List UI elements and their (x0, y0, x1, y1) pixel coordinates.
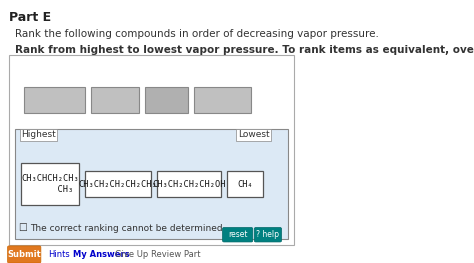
Text: Hints: Hints (48, 250, 70, 259)
Text: CH₃CH₂CH₂CH₂CH₃: CH₃CH₂CH₂CH₂CH₃ (79, 180, 157, 189)
Text: Review Part: Review Part (151, 250, 201, 259)
FancyBboxPatch shape (9, 55, 294, 245)
Text: Give Up: Give Up (115, 250, 148, 259)
FancyBboxPatch shape (91, 87, 139, 113)
Text: The correct ranking cannot be determined.: The correct ranking cannot be determined… (30, 224, 226, 233)
FancyBboxPatch shape (254, 227, 282, 242)
FancyBboxPatch shape (15, 129, 288, 239)
Text: CH₃CH₂CH₂CH₂OH: CH₃CH₂CH₂CH₂OH (153, 180, 226, 189)
Text: Highest: Highest (21, 130, 56, 139)
FancyBboxPatch shape (157, 171, 221, 197)
FancyBboxPatch shape (222, 227, 253, 242)
FancyBboxPatch shape (24, 87, 85, 113)
FancyBboxPatch shape (146, 87, 188, 113)
Text: Part E: Part E (9, 11, 51, 23)
FancyBboxPatch shape (85, 171, 151, 197)
FancyBboxPatch shape (8, 246, 41, 263)
Text: Lowest: Lowest (238, 130, 269, 139)
FancyBboxPatch shape (227, 171, 264, 197)
Text: Submit: Submit (7, 250, 41, 259)
Text: ☐: ☐ (18, 223, 27, 233)
FancyBboxPatch shape (194, 87, 251, 113)
Text: ? help: ? help (256, 230, 279, 239)
Text: Rank the following compounds in order of decreasing vapor pressure.: Rank the following compounds in order of… (15, 29, 379, 39)
Text: CH₃CHCH₂CH₃
      CH₃: CH₃CHCH₂CH₃ CH₃ (21, 174, 79, 194)
Text: Rank from highest to lowest vapor pressure. To rank items as equivalent, overlap: Rank from highest to lowest vapor pressu… (15, 45, 474, 55)
Text: My Answers: My Answers (73, 250, 129, 259)
Text: reset: reset (228, 230, 247, 239)
FancyBboxPatch shape (21, 163, 79, 205)
Text: CH₄: CH₄ (237, 180, 253, 189)
